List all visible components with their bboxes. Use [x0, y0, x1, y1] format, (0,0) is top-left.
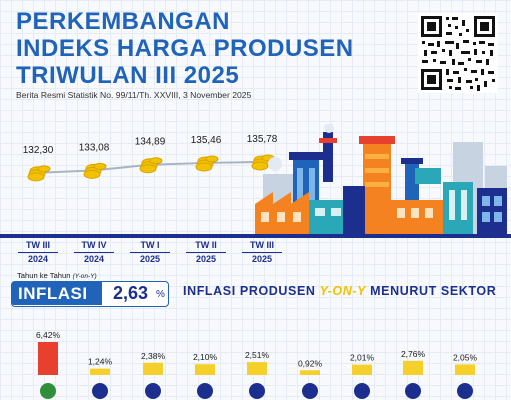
- sector-value-label: 6,42%: [36, 330, 61, 340]
- coin-marker: [83, 162, 107, 179]
- sector-icon: [40, 383, 56, 399]
- sector-bar: [247, 362, 267, 375]
- sector-value-label: 1,24%: [88, 357, 113, 367]
- sector-icon: [249, 383, 265, 399]
- period-label: TW III 2024: [18, 240, 58, 265]
- sector-chart-title: INFLASI PRODUSEN Y-ON-Y MENURUT SEKTOR: [183, 284, 497, 298]
- sector-value-label: 2,38%: [141, 351, 166, 361]
- inflation-badge: INFLASI 2,63 %: [11, 281, 169, 307]
- coin-marker: [27, 165, 51, 182]
- title-line-2: INDEKS HARGA PRODUSEN: [16, 35, 354, 62]
- sector-bar: [90, 368, 110, 375]
- sector-bar: [455, 364, 475, 375]
- sector-icon: [145, 383, 161, 399]
- sector-value-label: 2,76%: [401, 349, 426, 359]
- sector-bar-chart: 6,42% 1,24% 2,38% 2,10% 2,51% 0,92% 2,01% 2,76%…: [36, 330, 478, 399]
- inflation-value: 2,63: [113, 283, 149, 303]
- period-label: TW I 2025: [130, 240, 170, 265]
- index-value-label: 133,08: [79, 142, 110, 153]
- coin-marker: [139, 157, 163, 174]
- sector-value-label: 2,05%: [453, 352, 478, 362]
- sector-value-label: 2,01%: [350, 353, 375, 363]
- sector-icon: [197, 383, 213, 399]
- sector-bar: [195, 364, 215, 375]
- sector-icon: [302, 383, 318, 399]
- factory-illustration-icon: [255, 124, 507, 234]
- sector-value-label: 2,51%: [245, 350, 270, 360]
- sector-icon: [354, 383, 370, 399]
- period-label: TW II 2025: [186, 240, 226, 265]
- index-value-label: 135,46: [191, 135, 222, 146]
- inflation-unit: %: [156, 289, 165, 300]
- period-label: TW IV 2024: [74, 240, 114, 265]
- yoy-caption: Tahun ke Tahun (Y-on-Y): [17, 271, 97, 280]
- index-value-label: 134,89: [135, 137, 166, 148]
- sector-value-label: 0,92%: [298, 358, 323, 368]
- page-subtitle: Berita Resmi Statistik No. 99/11/Th. XXV…: [16, 90, 252, 100]
- sector-bar: [300, 370, 320, 375]
- sector-icon: [405, 383, 421, 399]
- index-value-label: 135,78: [247, 134, 278, 145]
- inflation-label: INFLASI: [12, 282, 102, 305]
- sector-bar: [143, 362, 163, 375]
- sector-bar: [403, 360, 423, 375]
- qr-code-icon[interactable]: [418, 13, 498, 93]
- sector-value-label: 2,10%: [193, 352, 218, 362]
- index-value-label: 132,30: [23, 145, 54, 156]
- coin-marker: [195, 155, 219, 172]
- sector-bar: [352, 364, 372, 375]
- ground-line: [0, 234, 511, 238]
- period-label: TW III 2025: [242, 240, 282, 265]
- sector-icon: [92, 383, 108, 399]
- title-line-3: TRIWULAN III 2025: [16, 62, 240, 89]
- sector-icon: [457, 383, 473, 399]
- sector-bar: [38, 342, 58, 375]
- title-line-1: PERKEMBANGAN: [16, 8, 231, 35]
